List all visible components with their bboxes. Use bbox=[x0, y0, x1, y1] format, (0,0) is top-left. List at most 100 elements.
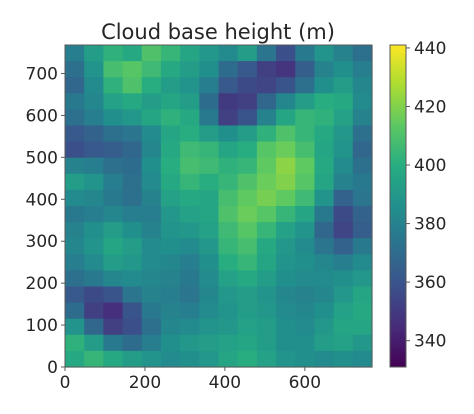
heatmap-cell bbox=[256, 254, 277, 271]
x-axis: 0 200 400 600 bbox=[60, 367, 321, 393]
heatmap-cell bbox=[295, 238, 316, 255]
heatmap-cell bbox=[295, 77, 316, 94]
heatmap-cell bbox=[199, 302, 220, 320]
y-tick-label: 700 bbox=[26, 65, 58, 85]
heatmap-cell bbox=[199, 286, 220, 304]
heatmap-cell bbox=[122, 141, 143, 159]
heatmap-cell bbox=[276, 189, 296, 207]
heatmap-cell bbox=[314, 238, 335, 255]
heatmap-cell bbox=[65, 77, 85, 94]
heatmap-cell bbox=[160, 157, 181, 175]
heatmap-cell bbox=[103, 189, 124, 207]
heatmap-cell bbox=[218, 109, 239, 127]
colorbar-tick-label: 340 bbox=[414, 332, 446, 352]
heatmap-cell bbox=[141, 238, 162, 255]
heatmap-cell bbox=[218, 206, 239, 223]
heatmap-cell bbox=[295, 302, 316, 320]
heatmap-cell bbox=[199, 141, 220, 159]
heatmap-cell bbox=[199, 109, 220, 127]
heatmap-cell bbox=[276, 254, 296, 271]
heatmap-cell bbox=[333, 173, 354, 191]
heatmap-cell bbox=[276, 286, 296, 304]
heatmap-cell bbox=[276, 157, 296, 175]
heatmap-cell bbox=[256, 93, 277, 110]
heatmap-cell bbox=[295, 125, 316, 143]
heatmap-cell bbox=[256, 189, 277, 207]
heatmap-cell bbox=[180, 222, 200, 239]
heatmap-cell bbox=[84, 334, 104, 352]
heatmap-cell bbox=[237, 109, 258, 127]
heatmap-cell bbox=[295, 206, 316, 223]
heatmap-cell bbox=[333, 238, 354, 255]
heatmap-cell bbox=[122, 173, 143, 191]
heatmap-cell bbox=[160, 270, 181, 288]
y-tick-label: 400 bbox=[26, 190, 58, 210]
heatmap-cell bbox=[314, 318, 335, 336]
heatmap-cell bbox=[180, 77, 200, 94]
heatmap-cell bbox=[65, 286, 85, 304]
heatmap-cell bbox=[256, 222, 277, 239]
heatmap-cell bbox=[141, 334, 162, 352]
heatmap-cell bbox=[122, 222, 143, 239]
heatmap-cell bbox=[141, 77, 162, 94]
heatmap-cell bbox=[84, 141, 104, 159]
heatmap-cell bbox=[352, 45, 373, 62]
heatmap-cell bbox=[141, 222, 162, 239]
heatmap-cell bbox=[84, 125, 104, 143]
heatmap-cell bbox=[333, 254, 354, 271]
heatmap-cell bbox=[199, 238, 220, 255]
heatmap-cell bbox=[84, 270, 104, 288]
heatmap-cell bbox=[256, 334, 277, 352]
heatmap-cell bbox=[256, 45, 277, 62]
heatmap-cell bbox=[333, 350, 354, 368]
heatmap-cell bbox=[180, 45, 200, 62]
heatmap-cell bbox=[314, 93, 335, 110]
heatmap-cell bbox=[122, 302, 143, 320]
heatmap-cell bbox=[314, 286, 335, 304]
heatmap-cell bbox=[65, 189, 85, 207]
x-tick-label: 600 bbox=[289, 373, 321, 393]
heatmap-cell bbox=[84, 45, 104, 62]
heatmap-cell bbox=[333, 141, 354, 159]
heatmap-cell bbox=[352, 125, 373, 143]
heatmap-cell bbox=[141, 254, 162, 271]
heatmap-cell bbox=[199, 270, 220, 288]
heatmap-cell bbox=[295, 318, 316, 336]
y-tick-label: 0 bbox=[47, 358, 58, 378]
heatmap-cell bbox=[65, 45, 85, 62]
heatmap-cell bbox=[199, 350, 220, 368]
heatmap-cell bbox=[218, 77, 239, 94]
heatmap-cell bbox=[237, 254, 258, 271]
heatmap-cell bbox=[180, 350, 200, 368]
heatmap-cell bbox=[65, 254, 85, 271]
heatmap-cell bbox=[276, 334, 296, 352]
heatmap-cell bbox=[237, 125, 258, 143]
heatmap-cell bbox=[103, 173, 124, 191]
heatmap-cell bbox=[103, 125, 124, 143]
heatmap-cell bbox=[295, 286, 316, 304]
heatmap-cell bbox=[180, 302, 200, 320]
heatmap-cell bbox=[103, 254, 124, 271]
plot-frame bbox=[64, 44, 373, 368]
heatmap-cell bbox=[103, 61, 124, 78]
heatmap-cell bbox=[199, 157, 220, 175]
heatmap-cell bbox=[160, 206, 181, 223]
colorbar-tick-label: 380 bbox=[414, 215, 446, 235]
heatmap-cell bbox=[256, 286, 277, 304]
heatmap-cell bbox=[314, 61, 335, 78]
heatmap-cell bbox=[237, 286, 258, 304]
heatmap-cell bbox=[218, 238, 239, 255]
heatmap-cell bbox=[352, 77, 373, 94]
heatmap-cell bbox=[218, 141, 239, 159]
heatmap-cell bbox=[103, 157, 124, 175]
heatmap-cell bbox=[122, 270, 143, 288]
heatmap-cell bbox=[333, 93, 354, 110]
heatmap-cell bbox=[84, 157, 104, 175]
heatmap-cell bbox=[103, 238, 124, 255]
heatmap-cell bbox=[141, 206, 162, 223]
heatmap-cell bbox=[122, 254, 143, 271]
heatmap-cell bbox=[256, 77, 277, 94]
heatmap-cell bbox=[65, 350, 85, 368]
heatmap-cell bbox=[160, 45, 181, 62]
heatmap-cell bbox=[160, 318, 181, 336]
